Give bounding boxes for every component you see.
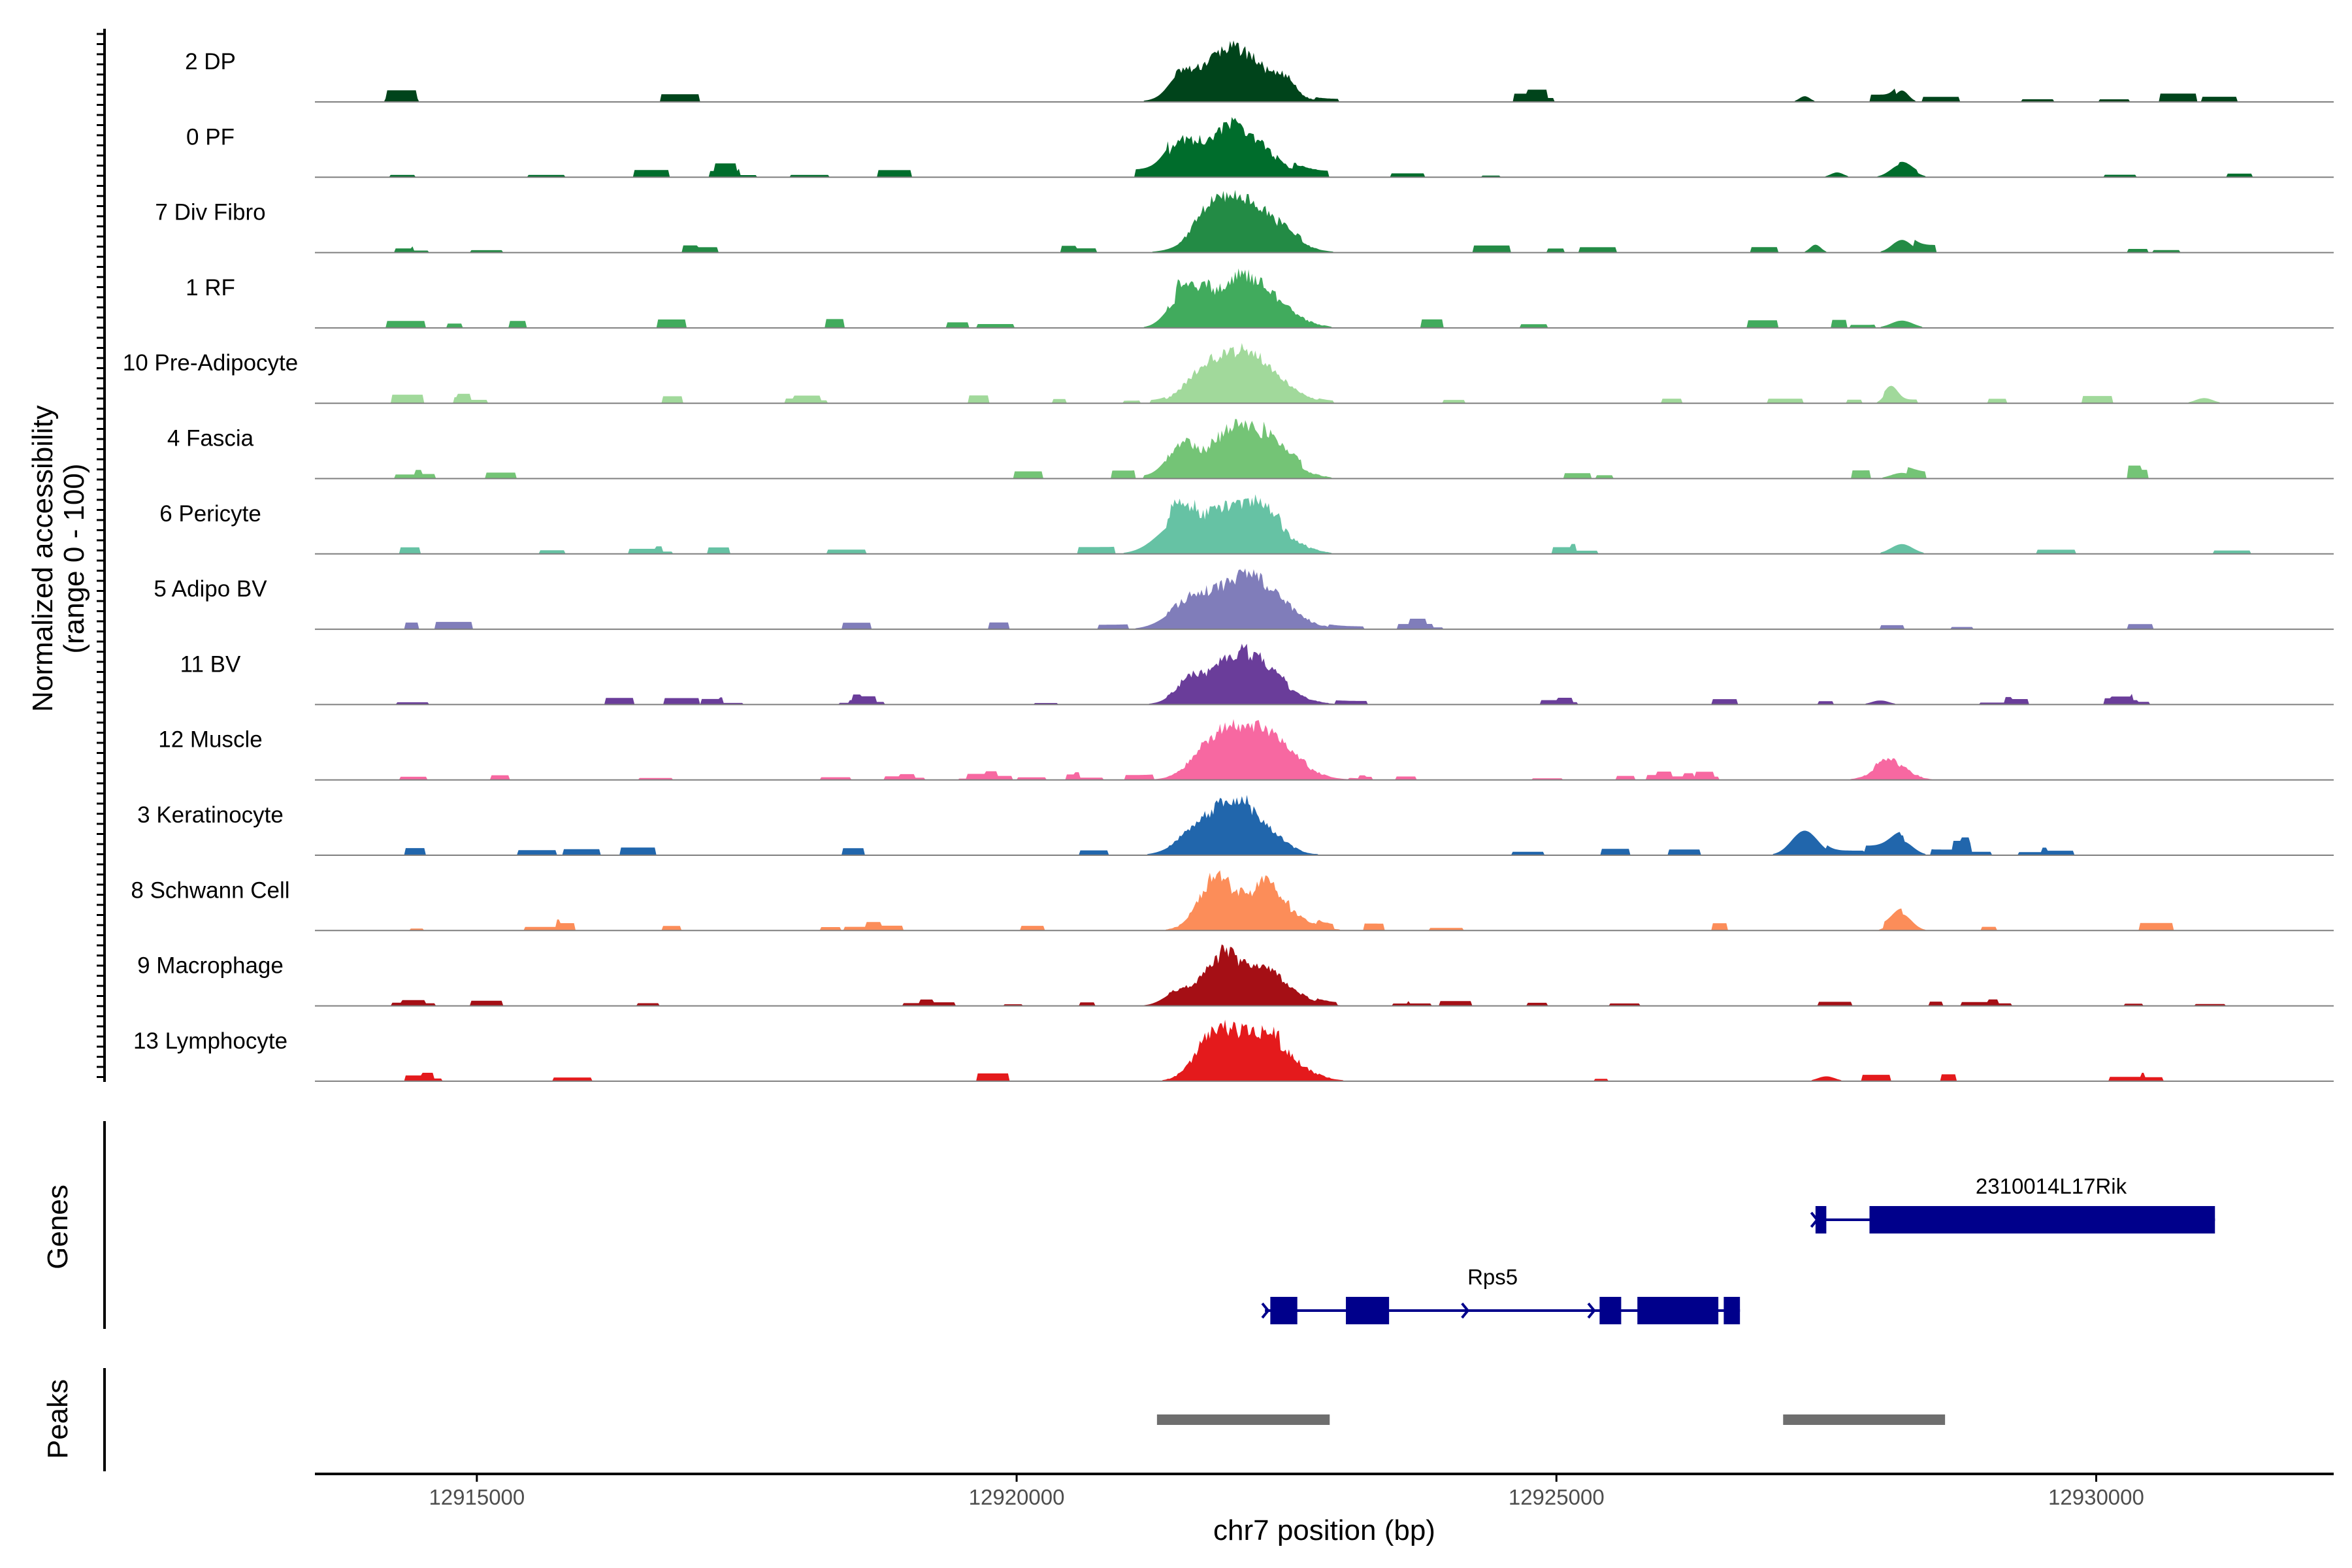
coverage-y-axis-title: Normalized accessibility (range 0 - 100): [27, 405, 90, 711]
x-tick-label: 12930000: [2048, 1485, 2144, 1509]
peak-region: [1156, 1414, 1330, 1425]
track-12-muscle: 12 Muscle: [158, 719, 2334, 781]
gene-exon: [1599, 1297, 1622, 1324]
track-11-bv: 11 BV: [180, 644, 2334, 706]
track-6-pericyte: 6 Pericyte: [159, 494, 2334, 555]
left-axes: [97, 29, 106, 1471]
gene-label: Rps5: [1467, 1265, 1518, 1289]
track-1-rf: 1 RF: [186, 268, 2334, 329]
gene-exon: [1869, 1206, 2215, 1233]
peak-region: [1783, 1414, 1946, 1425]
genes-panel-label: Genes: [42, 1184, 74, 1269]
track-2-dp: 2 DP: [185, 40, 2334, 103]
coverage-ylabel-line1: Normalized accessibility: [27, 405, 59, 711]
gene-rps5: Rps5: [1261, 1265, 1740, 1324]
track-4-fascia: 4 Fascia: [167, 419, 2334, 480]
strand-arrow: [1810, 1211, 1819, 1228]
peaks-panel: [1156, 1414, 1946, 1425]
track-label: 11 BV: [180, 651, 241, 677]
track-label: 7 Div Fibro: [155, 200, 265, 225]
track-label: 2 DP: [185, 49, 236, 74]
track-13-lymphocyte: 13 Lymphocyte: [133, 1019, 2334, 1082]
gene-label: 2310014L17Rik: [1976, 1174, 2127, 1198]
track-label: 5 Adipo BV: [154, 576, 267, 602]
x-tick-label: 12915000: [429, 1485, 525, 1509]
track-label: 3 Keratinocyte: [137, 802, 284, 828]
gene-exon: [1637, 1297, 1719, 1324]
track-10-pre-adipocyte: 10 Pre-Adipocyte: [123, 343, 2334, 404]
x-axis-title: chr7 position (bp): [1213, 1514, 1435, 1546]
track-label: 8 Schwann Cell: [131, 877, 289, 903]
track-label: 0 PF: [186, 124, 235, 150]
track-label: 9 Macrophage: [137, 953, 284, 979]
peaks-panel-label: Peaks: [42, 1379, 74, 1459]
track-label: 12 Muscle: [158, 727, 263, 753]
gene-exon: [1723, 1297, 1740, 1324]
track-5-adipo-bv: 5 Adipo BV: [154, 568, 2334, 630]
gene-exon: [1270, 1297, 1298, 1324]
x-tick-label: 12925000: [1509, 1485, 1605, 1509]
track-label: 13 Lymphocyte: [133, 1028, 287, 1054]
track-0-pf: 0 PF: [186, 117, 2334, 178]
strand-arrow: [1261, 1302, 1270, 1319]
track-7-div-fibro: 7 Div Fibro: [155, 189, 2334, 253]
gene-exon: [1815, 1206, 1827, 1233]
track-label: 10 Pre-Adipocyte: [123, 350, 298, 376]
track-8-schwann-cell: 8 Schwann Cell: [131, 870, 2334, 932]
track-coverage-area: [315, 644, 2334, 705]
coverage-ylabel-line2: (range 0 - 100): [58, 463, 90, 653]
gene-exon: [1346, 1297, 1390, 1324]
gene-2310014l17rik: 2310014L17Rik: [1810, 1174, 2215, 1233]
track-label: 4 Fascia: [167, 426, 254, 451]
track-label: 1 RF: [186, 275, 235, 301]
track-9-macrophage: 9 Macrophage: [137, 944, 2334, 1007]
strand-arrow: [1461, 1302, 1470, 1319]
track-coverage-area: [315, 419, 2334, 479]
strand-arrow: [1587, 1302, 1596, 1319]
track-coverage-area: [315, 268, 2334, 328]
x-tick-label: 12920000: [969, 1485, 1065, 1509]
track-label: 6 Pericyte: [159, 501, 261, 527]
track-3-keratinocyte: 3 Keratinocyte: [137, 794, 2334, 856]
x-axis: chr7 position (bp) 12915000 12920000 12925…: [315, 1473, 2334, 1546]
coverage-tracks: 2 DP 0 PF 7 Div Fibro 1 RF 10 Pre-Adipocyte 4…: [123, 40, 2334, 1082]
gene-annotation-panel: 2310014L17Rik Rps5: [1261, 1174, 2215, 1324]
